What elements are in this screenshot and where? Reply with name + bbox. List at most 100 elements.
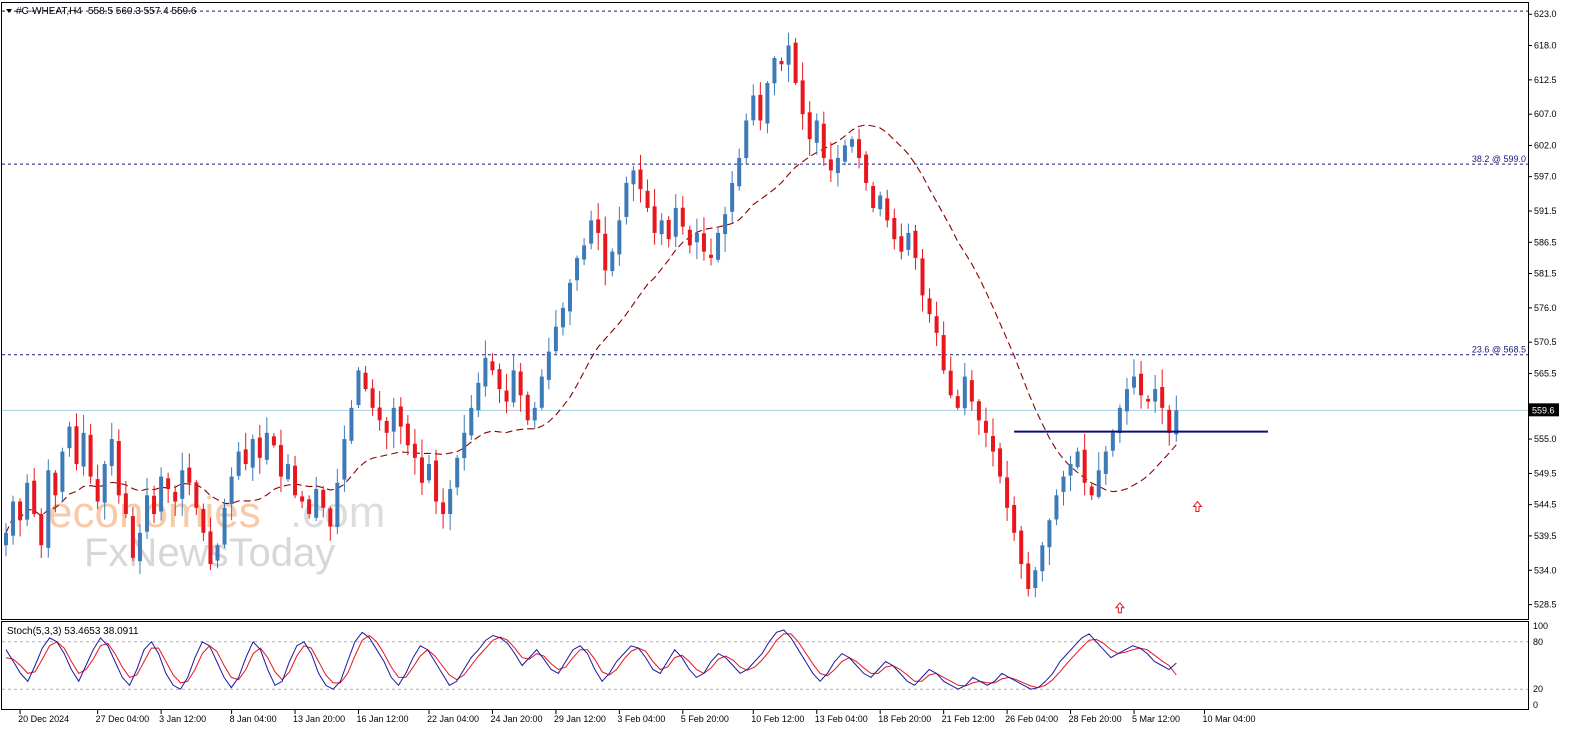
time-tick-label: 18 Feb 20:00	[878, 714, 931, 724]
candle-body	[166, 478, 171, 490]
candle	[673, 193, 678, 248]
candle-body	[201, 508, 206, 533]
candle	[1068, 455, 1073, 492]
candle-body	[1124, 389, 1129, 412]
candle-body	[243, 449, 248, 465]
candle-body	[391, 407, 396, 432]
candle-body	[786, 45, 791, 65]
candle-body	[1139, 373, 1144, 396]
candle	[307, 495, 312, 519]
candle	[983, 407, 988, 448]
candle	[920, 249, 925, 312]
candle	[835, 144, 840, 187]
candle	[532, 401, 537, 429]
candle	[1146, 394, 1151, 409]
stochastic-panel: 100 80 20 0	[2, 621, 1548, 710]
candle	[1089, 484, 1094, 501]
candle-body	[187, 467, 192, 483]
candle	[88, 424, 93, 484]
candle	[1061, 470, 1066, 506]
candle-body	[603, 233, 608, 271]
candle-body	[11, 501, 16, 536]
stoch-label: Stoch(5,3,3) 53.4653 38.0911	[7, 626, 139, 637]
candle-body	[871, 186, 876, 208]
candle-body	[405, 423, 410, 446]
candle-body	[278, 445, 283, 477]
candle-body	[95, 479, 100, 502]
candle	[1054, 489, 1059, 526]
candle	[4, 522, 8, 557]
candle	[95, 464, 100, 510]
candle	[751, 84, 756, 126]
candle	[948, 356, 953, 399]
fib-level-label: 38.2 @ 599.0	[1472, 154, 1526, 164]
candle	[1096, 452, 1101, 499]
candle-body	[892, 218, 897, 240]
price-tick-label: 612.5	[1534, 75, 1557, 85]
candle	[892, 208, 897, 250]
candle	[934, 301, 939, 346]
candle	[441, 488, 446, 529]
candle-body	[60, 451, 65, 492]
candle	[546, 337, 551, 390]
candle-body	[483, 357, 488, 387]
time-tick-label: 28 Feb 20:00	[1069, 714, 1122, 724]
candle	[469, 394, 474, 441]
candle	[187, 453, 192, 496]
indicator-panel-frame	[1, 621, 1529, 710]
candle	[222, 498, 227, 548]
candle-body	[180, 470, 185, 499]
time-tick-label: 22 Jan 04:00	[427, 714, 479, 724]
candle-body	[652, 206, 657, 233]
candle	[46, 459, 51, 558]
price-tick-label: 591.5	[1534, 206, 1557, 216]
candle	[758, 82, 763, 131]
candle-body	[772, 57, 777, 84]
candle-body	[335, 482, 340, 527]
candle-body	[913, 230, 918, 258]
candle-body	[419, 457, 424, 483]
price-tick-label: 539.5	[1534, 531, 1557, 541]
candle	[67, 421, 72, 457]
candle	[1040, 541, 1045, 582]
candle	[377, 390, 382, 431]
candle-body	[744, 120, 749, 159]
candle-body	[687, 229, 692, 246]
candle	[398, 397, 403, 445]
candle	[969, 370, 974, 411]
candle-body	[328, 508, 333, 527]
candle-body	[229, 476, 234, 505]
time-tick-label: 10 Feb 12:00	[751, 714, 804, 724]
candle-body	[976, 401, 981, 421]
candle-body	[525, 394, 530, 421]
candle	[1019, 525, 1024, 579]
candle	[1012, 496, 1017, 541]
candle	[490, 353, 495, 376]
candle	[405, 415, 410, 456]
candle	[286, 454, 290, 482]
candle-body	[497, 369, 502, 390]
candle-body	[321, 489, 326, 508]
candle-body	[137, 532, 142, 562]
time-tick-label: 26 Feb 04:00	[1005, 714, 1058, 724]
candle-body	[511, 370, 516, 403]
candle	[53, 470, 58, 513]
candle-body	[384, 420, 389, 433]
candle-body	[412, 443, 417, 458]
candle	[278, 429, 283, 493]
price-tick-label: 570.5	[1534, 337, 1557, 347]
candle	[998, 442, 1003, 484]
candle-body	[307, 499, 312, 515]
candle-body	[582, 245, 587, 260]
candle-body	[800, 80, 805, 115]
candle	[1124, 378, 1129, 425]
up-arrow-icon	[1114, 601, 1125, 614]
candle	[617, 206, 622, 266]
collapse-triangle-icon[interactable]	[6, 9, 12, 13]
candle	[659, 213, 664, 246]
candle	[779, 57, 784, 72]
candle	[159, 467, 164, 521]
candle	[638, 154, 643, 203]
candle	[568, 278, 572, 326]
